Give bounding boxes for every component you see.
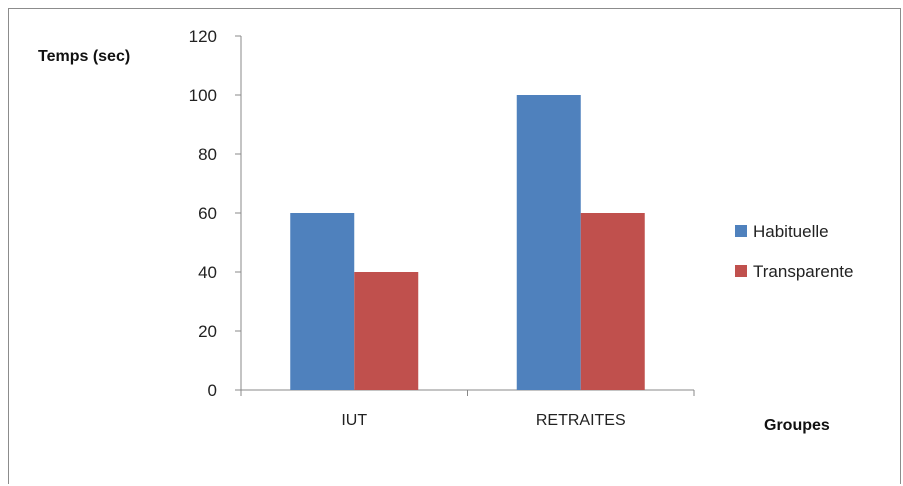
bar-transparente-iut: [354, 272, 419, 390]
x-ticks: [240, 390, 695, 396]
x-category-label: RETRAITES: [536, 412, 626, 429]
legend-label: Transparente: [753, 262, 853, 281]
category-labels: IUT RETRAITES: [341, 412, 625, 429]
chart-frame: [8, 8, 901, 484]
y-tick-label: 40: [198, 263, 217, 282]
y-tick-label: 0: [208, 381, 217, 400]
y-tick-label: 100: [189, 86, 217, 105]
y-tick-label: 120: [189, 27, 217, 46]
bar-transparente-retraites: [580, 213, 645, 390]
bar-habituelle-retraites: [516, 95, 581, 390]
legend-swatch: [735, 265, 747, 277]
y-axis-title: Temps (sec): [38, 48, 130, 65]
x-category-label: IUT: [341, 412, 367, 429]
bar-habituelle-iut: [290, 213, 355, 390]
y-tick-label: 20: [198, 322, 217, 341]
legend: Habituelle Transparente: [735, 222, 853, 281]
bars: [290, 95, 645, 390]
y-tick-label: 80: [198, 145, 217, 164]
legend-swatch: [735, 225, 747, 237]
x-axis-title: Groupes: [764, 417, 830, 434]
y-tick-label: 60: [198, 204, 217, 223]
y-ticks: 0 20 40 60 80 100 120: [189, 27, 241, 400]
legend-label: Habituelle: [753, 222, 829, 241]
